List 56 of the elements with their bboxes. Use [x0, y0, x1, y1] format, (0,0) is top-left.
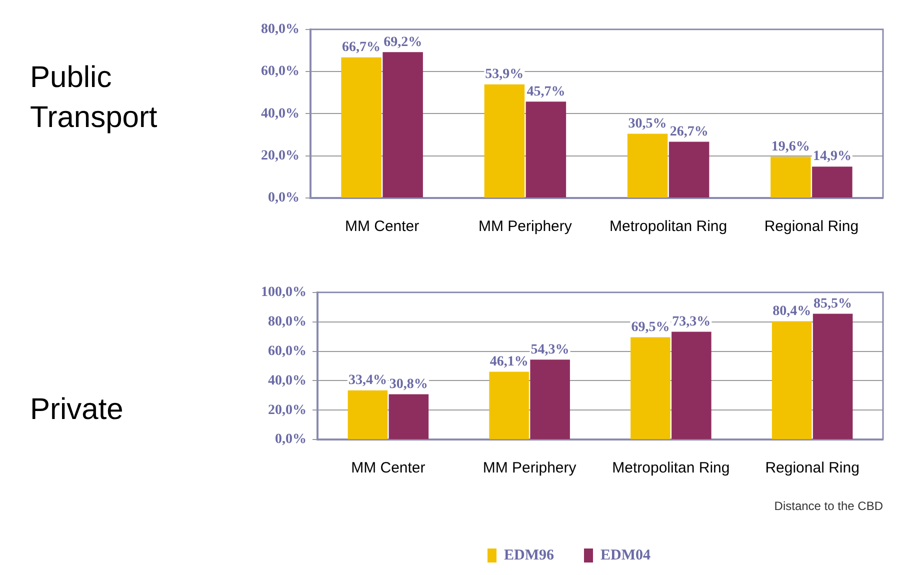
x-tick-label: MM Periphery [482, 460, 577, 477]
y-tick-label: 20,0% [261, 148, 300, 164]
data-label: 14,9% [812, 149, 852, 164]
bar [382, 52, 423, 198]
data-label: 45,7% [526, 84, 566, 100]
bar [770, 156, 811, 198]
bar [668, 142, 710, 198]
legend-label: EDM96 [504, 547, 554, 564]
bar [526, 102, 566, 198]
y-tick-label: 20,0% [268, 402, 306, 418]
bar [348, 390, 388, 440]
bar [812, 166, 852, 198]
y-tick-label: 40,0% [268, 373, 306, 388]
data-label: 69,2% [384, 34, 422, 50]
bar [812, 314, 853, 440]
x-tick-label: Metropolitan Ring [612, 460, 730, 477]
data-label: 46,1% [490, 354, 528, 370]
data-label: 30,8% [389, 376, 428, 392]
text: Public Transport [30, 60, 158, 136]
data-label: 26,7% [670, 124, 708, 140]
x-tick-label: MM Center [344, 218, 420, 236]
bar [489, 372, 529, 440]
bar [772, 321, 812, 440]
bar [630, 337, 670, 440]
bar [530, 360, 570, 440]
x-tick-label: MM Periphery [478, 218, 572, 236]
bar [388, 394, 429, 440]
y-tick-label: 0,0% [268, 190, 300, 206]
y-tick-label: 60,0% [261, 64, 300, 80]
bar [672, 332, 712, 440]
data-label: 53,9% [485, 67, 524, 82]
x-tick-label: Regional Ring [765, 460, 860, 477]
y-tick-label: 80,0% [268, 314, 306, 330]
x-axis-title: Distance to the CBD [774, 499, 884, 514]
data-label: 66,7% [342, 40, 381, 56]
data-label: 54,3% [530, 342, 570, 358]
bar [484, 84, 525, 198]
x-tick-label: Regional Ring [764, 218, 859, 236]
bar [341, 57, 382, 198]
data-label: 30,5% [628, 116, 667, 132]
x-tick-label: MM Center [351, 460, 426, 477]
y-tick-label: 60,0% [268, 344, 306, 359]
y-tick-label: 40,0% [261, 106, 300, 122]
data-label: 69,5% [631, 320, 670, 335]
text: Private [30, 392, 124, 428]
data-label: 19,6% [771, 139, 810, 154]
data-label: 73,3% [672, 314, 711, 330]
legend-label: EDM04 [600, 547, 651, 564]
data-label: 80,4% [772, 304, 812, 319]
y-tick-label: 100,0% [261, 285, 306, 300]
bar [627, 134, 668, 198]
data-label: 85,5% [814, 296, 852, 312]
x-tick-label: Metropolitan Ring [610, 218, 728, 236]
data-label: 33,4% [348, 373, 387, 388]
y-tick-label: 0,0% [275, 432, 306, 448]
y-tick-label: 80,0% [261, 22, 300, 38]
